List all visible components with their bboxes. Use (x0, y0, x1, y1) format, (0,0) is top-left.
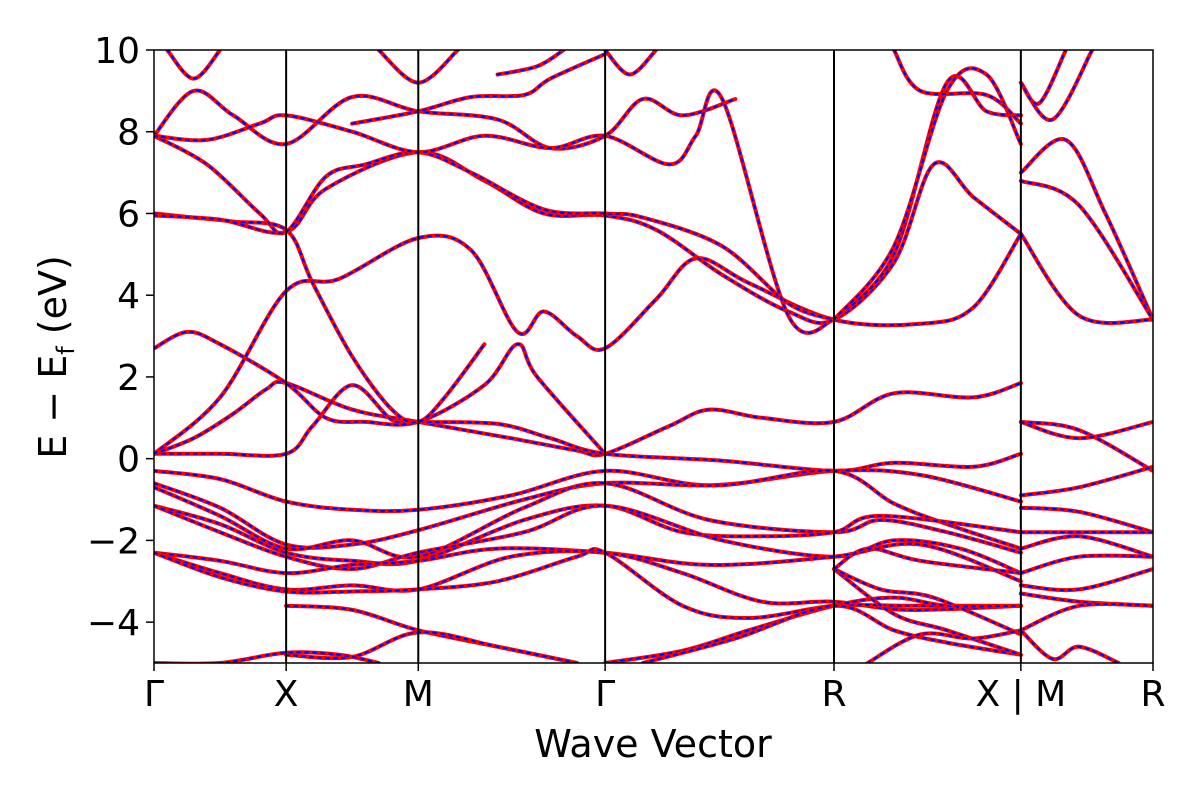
band-1-series-0 (154, 383, 1023, 473)
band-44-series-1 (1019, 554, 1153, 575)
band-16-series-0 (892, 50, 1023, 126)
band-41-series-0 (1018, 505, 1153, 535)
band-16-series-1 (893, 50, 1022, 125)
y-axis-label-main: E − E (31, 355, 75, 459)
y-axis-label: E − Ef (eV) (31, 255, 80, 459)
band-0-series-0 (154, 379, 1023, 458)
band-48-series-0 (1018, 628, 1121, 663)
band-43-series-0 (1018, 534, 1153, 559)
band-44-series-0 (1018, 553, 1153, 576)
band-14-series-1 (833, 75, 1022, 321)
band-20-series-0 (1018, 178, 1153, 322)
band-45-series-1 (1019, 568, 1153, 592)
high-symmetry-lines (285, 50, 1022, 663)
band-2-series-1 (154, 330, 607, 455)
x-tick-label-1: X (274, 674, 299, 715)
band-19-series-1 (1019, 138, 1153, 321)
band-33-series-1 (285, 631, 578, 663)
y-tick-label-4: 4 (117, 276, 140, 317)
plot-frame (153, 49, 1154, 664)
y-tick-label-1: −2 (87, 521, 140, 562)
x-tick-label-4: R (821, 674, 846, 715)
y-axis-ticks: −4 −2 0 2 4 6 8 10 (87, 31, 154, 644)
band-22-series-1 (1019, 420, 1153, 472)
band-9-series-0 (165, 50, 223, 81)
band-13-series-0 (495, 50, 566, 77)
band-12-series-0 (603, 50, 659, 77)
band-21-series-0 (1018, 231, 1153, 325)
band-13-series-1 (496, 50, 565, 76)
band-10-series-1 (377, 50, 459, 84)
band-5-series-1 (154, 151, 1022, 324)
band-38-series-1 (833, 568, 1022, 636)
band-17-series-1 (1019, 50, 1094, 121)
band-12-series-1 (604, 50, 658, 76)
band-30-series-0 (154, 549, 1023, 612)
band-43-series-1 (1019, 535, 1153, 558)
x-tick-label-2: M (403, 674, 434, 715)
y-tick-label-7: 10 (94, 31, 140, 72)
y-axis-label-unit: (eV) (31, 255, 75, 346)
band-23-series-1 (1019, 420, 1153, 440)
band-49-series-0 (1018, 464, 1153, 498)
x-axis-label: Wave Vector (534, 722, 772, 766)
band-41-series-1 (1019, 506, 1153, 534)
band-30-series-1 (154, 550, 1022, 611)
y-tick-label-5: 6 (117, 194, 140, 235)
x-tick-label-6: R (1140, 674, 1165, 715)
band-18-series-0 (1018, 50, 1068, 106)
x-axis-ticks: Γ X M Γ R X | M R (144, 663, 1166, 715)
band-20-series-1 (1019, 179, 1153, 321)
y-tick-label-3: 2 (117, 358, 140, 399)
x-tick-label-0: Γ (144, 674, 164, 715)
band-49-series-1 (1019, 465, 1153, 497)
y-tick-label-6: 8 (117, 113, 140, 154)
y-tick-label-2: 0 (117, 440, 140, 481)
x-tick-label-5: X | M (975, 674, 1066, 715)
band-18-series-1 (1019, 50, 1067, 105)
band-9-series-1 (166, 50, 222, 80)
band-8-series-1 (154, 89, 835, 334)
band-40-series-1 (866, 629, 1022, 663)
band-36-series-1 (641, 604, 1022, 663)
band-37-series-1 (833, 568, 1022, 656)
band-4-series-0 (154, 211, 487, 425)
band-46-series-1 (1019, 592, 1153, 607)
band-6-series-1 (154, 134, 835, 321)
band-3-series-1 (154, 232, 1022, 455)
bands-layer (154, 50, 1153, 663)
band-0-series-1 (154, 380, 1022, 457)
band-5-series-0 (154, 150, 1023, 325)
band-24-series-1 (154, 469, 1022, 513)
band-47-series-0 (1018, 601, 1153, 633)
band-45-series-0 (1018, 567, 1153, 593)
band-4-series-1 (154, 212, 486, 424)
band-7-series-1 (154, 89, 737, 150)
band-39-series-1 (833, 547, 1022, 575)
band-17-series-0 (1018, 50, 1095, 122)
band-28-series-1 (154, 504, 1022, 575)
y-tick-label-0: −4 (87, 603, 140, 644)
y-axis-label-subscript: f (52, 346, 80, 355)
band-48-series-1 (1019, 629, 1120, 663)
x-tick-label-3: Γ (595, 674, 615, 715)
band-1-series-1 (154, 384, 1022, 472)
band-15-series-1 (833, 67, 1022, 321)
band-11-series-1 (351, 53, 607, 125)
band-19-series-0 (1018, 137, 1153, 322)
band-47-series-1 (1019, 602, 1153, 632)
